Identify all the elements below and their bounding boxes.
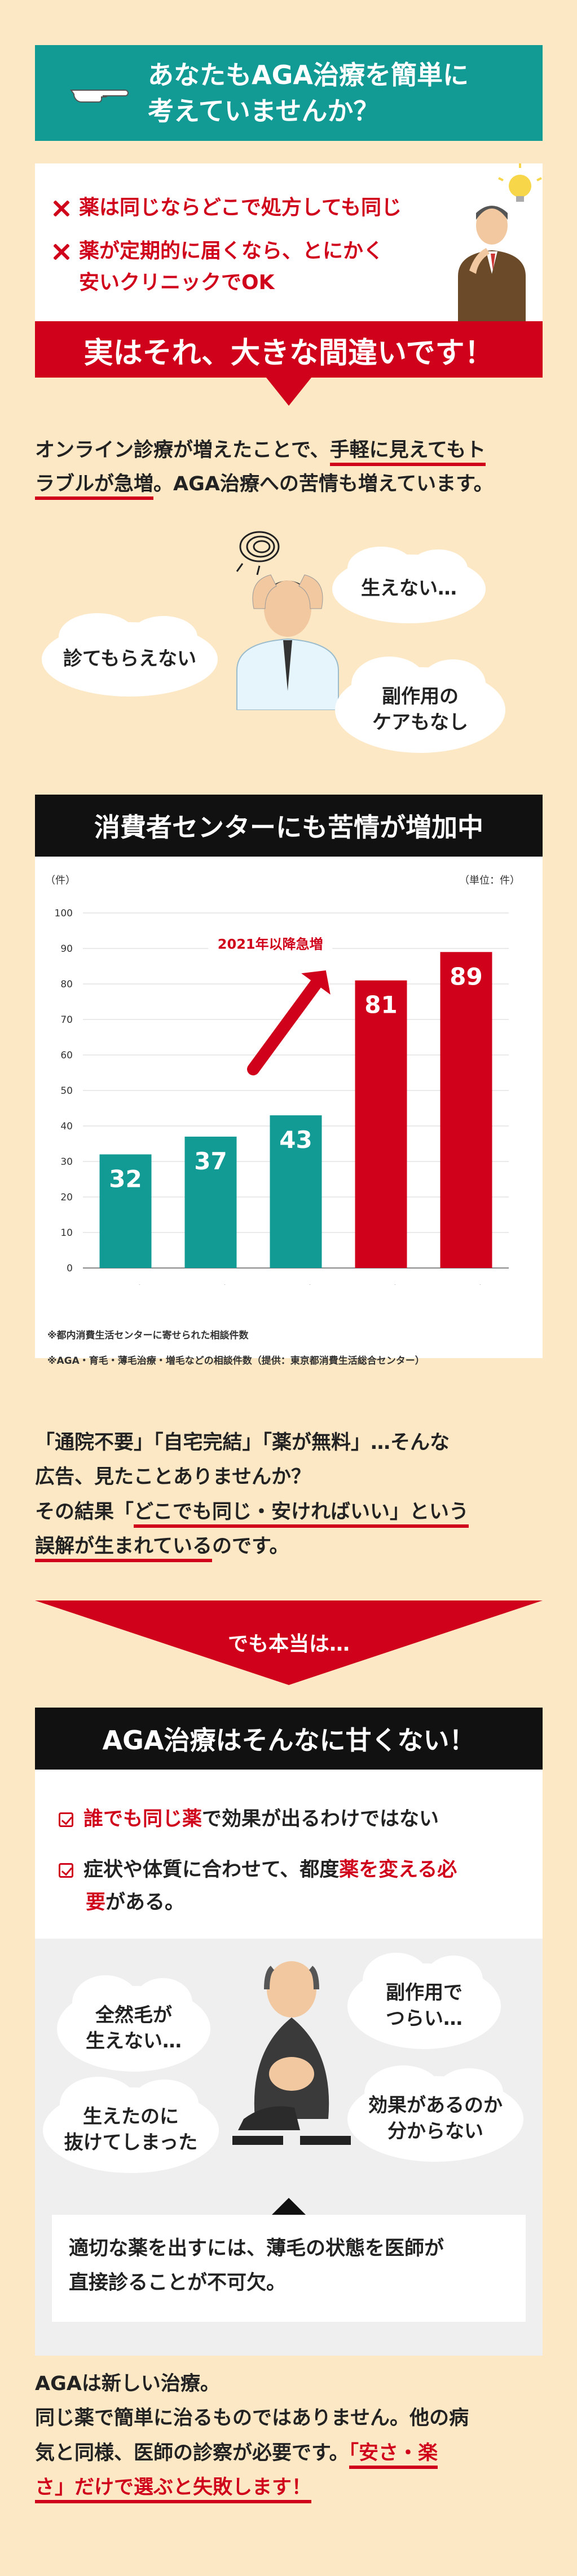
bar-value-label: 89 [450, 963, 482, 990]
x-mark-icon [52, 199, 70, 218]
complaints-banner: 消費者センターにも苦情が増加中 [35, 795, 543, 857]
y-tick-label: 30 [60, 1156, 73, 1168]
bar [184, 1136, 237, 1268]
cloud-no-care: 副作用の ケアもなし [338, 656, 502, 750]
footer-text: 適切な薬を出すには、薄毛の状態を医師が 直接診ることが不可欠。 [69, 2237, 444, 2295]
bar [99, 1154, 152, 1268]
notsimple-banner: AGA治療はそんなに甘くない！ [35, 1708, 543, 1770]
checkbox-icon [59, 1812, 73, 1827]
cloud-cant-grow: 生えない… [336, 547, 482, 620]
footer-box [52, 2215, 526, 2322]
chart-note-2: ※AGA・育毛・薄毛治療・増毛などの相談件数（提供：東京都消費生活総合センター） [47, 1355, 425, 1367]
x-tick-label: 2020年 [274, 1284, 318, 1285]
y-tick-label: 100 [55, 908, 73, 919]
ads-text: 「通院不要」「自宅完結」「薬が無料」…そんな 広告、見たことありませんか？ その… [35, 1426, 543, 1564]
intro-item-1: 薬は同じならどこで処方しても同じ [52, 192, 402, 224]
chart-note-1: ※都内消費生活センターに寄せられた相談件数 [47, 1330, 249, 1341]
bar-value-label: 32 [109, 1165, 142, 1192]
warning-banner: 実はそれ、大きな間違いです！ [35, 321, 543, 406]
bar [355, 980, 407, 1268]
unit-right: （単位：件） [459, 875, 520, 886]
bar [440, 952, 492, 1268]
y-tick-label: 60 [60, 1050, 73, 1061]
x-tick-label: 2022年 [444, 1284, 488, 1285]
cloud-fell-out: 生えたのに 抜けてしまった [46, 2076, 215, 2170]
chart-panel: 0 10 20 30 40 50 60 70 80 90 100 32 2018年 37 2019年 43 20… [35, 857, 543, 1367]
closing-text: AGAは新しい治療。 同じ薬で簡単に治るものではありません。他の病 気と同様、医… [35, 2367, 543, 2505]
trouble-text: オンライン診療が増えたことで、手軽に見えてもト ラブルが急増。AGA治療への苦情… [35, 434, 543, 501]
y-tick-label: 20 [60, 1192, 73, 1203]
complaints-bar-chart: 0 10 20 30 40 50 60 70 80 90 100 32 2018年 37 2019年 43 20… [55, 908, 509, 1285]
y-tick-label: 40 [60, 1121, 73, 1132]
y-tick-label: 70 [60, 1014, 73, 1026]
check-item-1: 誰でも同じ薬で効果が出るわけではない [59, 1803, 439, 1835]
y-tick-label: 0 [67, 1263, 73, 1274]
sad-sitting-man-icon [221, 1950, 362, 2147]
thinking-man-icon [447, 163, 543, 321]
cloud-no-exam: 診てもらえない [45, 613, 214, 693]
intro-panel: 薬は同じならどこで処方しても同じ 薬が定期的に届くなら、とにかく 安いクリニック… [35, 163, 543, 321]
y-tick-label: 10 [60, 1227, 73, 1239]
y-tick-label: 80 [60, 979, 73, 990]
pointing-hand-icon [69, 80, 131, 106]
but-label: でも本当は… [227, 1633, 350, 1656]
callout-box [208, 930, 333, 957]
x-tick-label: 2018年 [103, 1284, 148, 1285]
x-tick-label: 2021年 [359, 1284, 403, 1285]
up-triangle-icon [272, 2198, 306, 2215]
x-mark-icon [52, 243, 70, 261]
checkbox-icon [59, 1863, 73, 1878]
notsimple-panel: 誰でも同じ薬で効果が出るわけではない 症状や体質に合わせて、都度薬を変える必 要… [35, 1770, 543, 2356]
cloud-not-growing: 全然毛が 生えない… [60, 1975, 207, 2068]
cloud-side-effects: 副作用で つらい… [351, 1952, 497, 2046]
intro-banner-line1: あなたもAGA治療を簡単に [148, 59, 469, 90]
bar-value-label: 81 [364, 991, 397, 1019]
check-item-2: 症状や体質に合わせて、都度薬を変える必 要がある。 [59, 1854, 457, 1919]
intro-banner: あなたもAGA治療を簡単に 考えていませんか？ [35, 45, 543, 141]
cloud-unsure-effect: 効果があるのか 分からない [351, 2065, 520, 2158]
warning-text: 実はそれ、大きな間違いです！ [83, 336, 494, 370]
bar [270, 1115, 322, 1268]
y-tick-label: 50 [60, 1085, 73, 1097]
intro-banner-line2: 考えていませんか？ [148, 96, 380, 126]
callout-label: 2021年以降急増 [218, 937, 323, 952]
surge-arrow-head [301, 970, 331, 995]
bar-value-label: 37 [194, 1147, 227, 1175]
bar-value-label: 43 [279, 1126, 312, 1154]
surge-arrow [247, 978, 322, 1076]
but-arrow-banner: でも本当は… [35, 1600, 543, 1685]
intro-item-2: 薬が定期的に届くなら、とにかく 安いクリニックでOK [52, 236, 384, 299]
x-tick-label: 2019年 [188, 1284, 233, 1285]
unit-left: （件） [45, 875, 76, 886]
worried-man-icon [220, 524, 350, 711]
y-tick-label: 90 [60, 943, 73, 955]
